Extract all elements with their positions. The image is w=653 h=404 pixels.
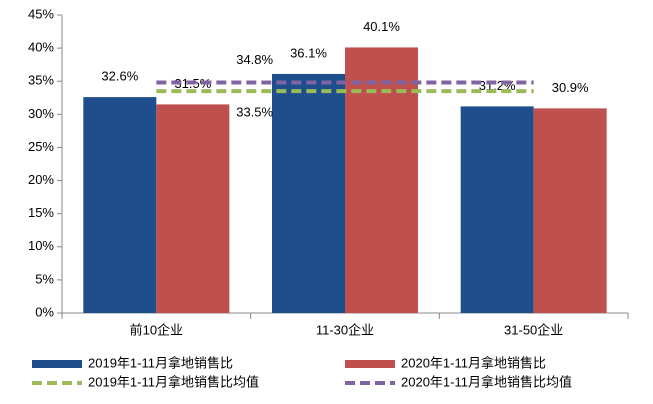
legend-label: 2020年1-11月拿地销售比 bbox=[401, 355, 546, 370]
y-tick-label: 15% bbox=[28, 205, 54, 220]
x-tick-label: 前10企业 bbox=[130, 322, 183, 337]
x-tick-label: 11-30企业 bbox=[316, 322, 374, 337]
average-label: 33.5% bbox=[236, 105, 273, 120]
y-tick-label: 40% bbox=[28, 40, 54, 55]
bar bbox=[83, 97, 157, 313]
bar-value-label: 30.9% bbox=[552, 80, 589, 95]
y-tick-label: 0% bbox=[35, 304, 54, 319]
bar-value-label: 32.6% bbox=[101, 69, 138, 84]
bar bbox=[533, 108, 607, 313]
y-tick-label: 5% bbox=[35, 271, 54, 286]
bar-value-label: 40.1% bbox=[363, 19, 400, 34]
bar-value-label: 36.1% bbox=[290, 45, 327, 60]
legend-swatch bbox=[345, 360, 395, 368]
y-tick-label: 10% bbox=[28, 238, 54, 253]
y-tick-label: 35% bbox=[28, 73, 54, 88]
legend-label: 2020年1-11月拿地销售比均值 bbox=[401, 374, 572, 389]
bar bbox=[156, 104, 230, 314]
bar bbox=[460, 106, 534, 314]
y-tick-label: 30% bbox=[28, 106, 54, 121]
y-tick-label: 20% bbox=[28, 172, 54, 187]
bar bbox=[345, 47, 418, 314]
bar bbox=[272, 73, 345, 313]
y-tick-label: 25% bbox=[28, 139, 54, 154]
y-tick-label: 45% bbox=[28, 6, 54, 21]
x-tick-label: 31-50企业 bbox=[504, 322, 563, 337]
legend-swatch bbox=[32, 360, 82, 368]
legend-label: 2019年1-11月拿地销售比均值 bbox=[88, 374, 259, 389]
average-label: 34.8% bbox=[236, 52, 273, 67]
legend-label: 2019年1-11月拿地销售比 bbox=[88, 355, 233, 370]
